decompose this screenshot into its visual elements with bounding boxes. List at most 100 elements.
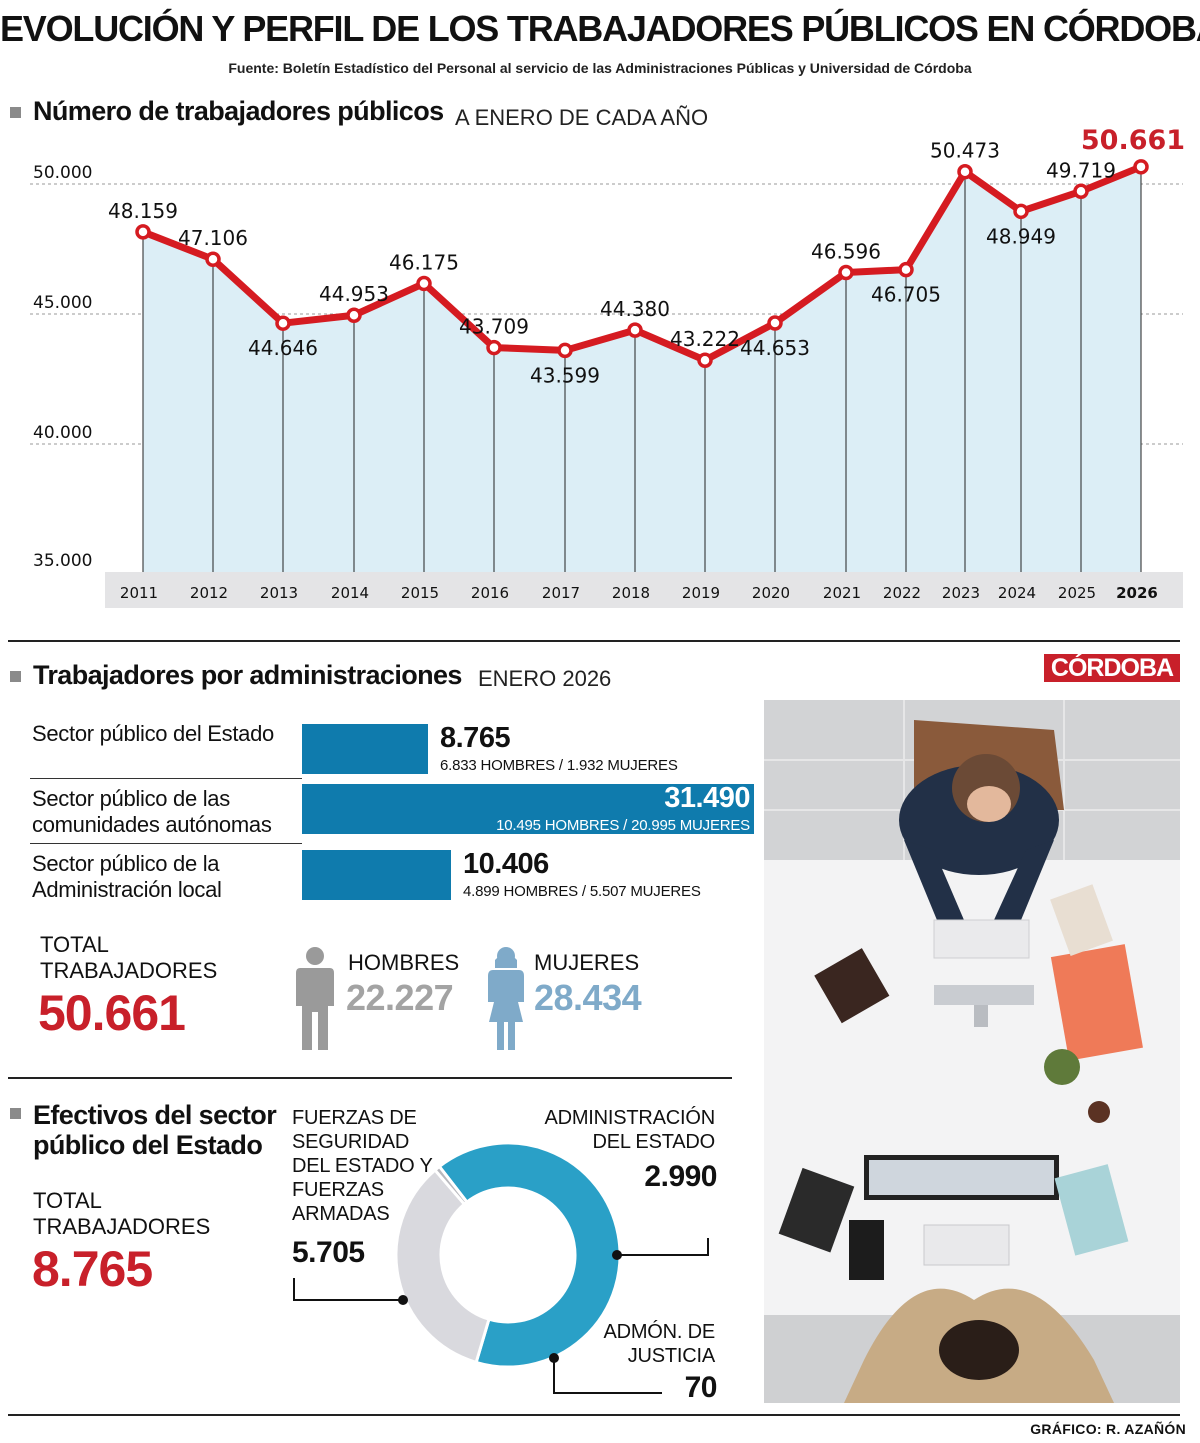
data-point xyxy=(1013,203,1029,220)
section-divider xyxy=(8,640,1180,642)
data-label: 43.222 xyxy=(670,327,740,351)
data-label: 44.653 xyxy=(740,336,810,360)
data-point xyxy=(838,264,854,281)
hombres-label: HOMBRES xyxy=(348,950,460,975)
donut-segments xyxy=(394,1141,622,1369)
section3-title: Efectivos del sector público del Estado xyxy=(33,1100,277,1160)
x-tick-label: 2023 xyxy=(942,584,980,602)
bar xyxy=(302,784,754,834)
data-point xyxy=(205,251,221,267)
bar-label: Sector público de la Administración loca… xyxy=(32,851,222,902)
data-label: 46.705 xyxy=(871,283,941,307)
bar xyxy=(302,724,428,774)
bar-label: Sector público del Estado xyxy=(32,721,274,746)
section-marker xyxy=(10,107,21,118)
section1-subtitle: A ENERO DE CADA AÑO xyxy=(455,105,709,130)
credit: GRÁFICO: R. AZAÑÓN xyxy=(1030,1421,1186,1437)
section2-subtitle: ENERO 2026 xyxy=(478,666,612,691)
data-point xyxy=(1133,159,1149,175)
data-point xyxy=(557,342,573,359)
leader-lines xyxy=(293,1238,709,1394)
row-divider xyxy=(30,843,302,844)
data-label: 44.380 xyxy=(600,297,670,321)
data-point xyxy=(767,315,783,331)
x-tick-label: 2016 xyxy=(471,584,509,602)
bar xyxy=(302,850,451,900)
x-tick-label: 2019 xyxy=(682,584,720,602)
x-tick-label: 2022 xyxy=(883,584,921,602)
data-point xyxy=(957,163,973,180)
total-label: TOTAL TRABAJADORES xyxy=(33,1188,211,1239)
segment-label: ADMÓN. DE JUSTICIA xyxy=(603,1321,715,1367)
bar-detail: 4.899 HOMBRES / 5.507 MUJERES xyxy=(463,883,701,900)
section1-title: Número de trabajadores públicos xyxy=(33,96,444,126)
x-tick-label: 2020 xyxy=(752,584,790,602)
data-label: 50.473 xyxy=(930,139,1000,163)
woman-icon xyxy=(488,947,524,1050)
x-tick-label: 2012 xyxy=(190,584,228,602)
segment-label: ADMINISTRACIÓN DEL ESTADO xyxy=(544,1107,715,1153)
y-tick-label: 35.000 xyxy=(33,551,92,571)
data-points xyxy=(135,159,1149,368)
x-tick-label: 2011 xyxy=(120,584,158,602)
brand-label: CÓRDOBA xyxy=(1044,654,1180,682)
y-tick-labels: 35.000 40.000 45.000 50.000 xyxy=(33,163,92,571)
series-line xyxy=(141,163,1143,364)
segment-label: FUERZAS DE SEGURIDAD DEL ESTADO Y FUERZA… xyxy=(292,1107,433,1225)
section-marker xyxy=(10,1108,21,1119)
donut-segment xyxy=(437,1141,622,1369)
data-label: 48.159 xyxy=(108,199,178,223)
footer-divider xyxy=(8,1414,1180,1416)
bar-label: Sector público de las comunidades autóno… xyxy=(32,786,272,837)
data-label: 49.719 xyxy=(1046,158,1116,182)
data-point xyxy=(275,315,291,331)
x-tick-label: 2013 xyxy=(260,584,298,602)
segment-value: 5.705 xyxy=(292,1236,365,1269)
main-title: EVOLUCIÓN Y PERFIL DE LOS TRABAJADORES P… xyxy=(0,8,1200,49)
x-tick-label: 2024 xyxy=(998,584,1036,602)
data-label: 48.949 xyxy=(986,224,1056,248)
x-tick-label: 2015 xyxy=(401,584,439,602)
data-point xyxy=(135,224,151,240)
data-label: 47.106 xyxy=(178,226,248,250)
x-tick-label: 2014 xyxy=(331,584,369,602)
data-label: 50.661 xyxy=(1081,125,1185,156)
row-divider xyxy=(30,778,302,779)
y-tick-label: 40.000 xyxy=(33,423,92,443)
donut-segment xyxy=(432,1164,470,1207)
bar-value: 8.765 xyxy=(440,722,511,754)
data-point xyxy=(627,322,643,338)
source-note: Fuente: Boletín Estadístico del Personal… xyxy=(228,60,972,76)
mujeres-value: 28.434 xyxy=(534,977,642,1018)
x-tick-label: 2018 xyxy=(612,584,650,602)
bar-detail: 10.495 HOMBRES / 20.995 MUJERES xyxy=(496,817,750,834)
data-label: 44.646 xyxy=(248,336,318,360)
year-droplines xyxy=(142,166,1142,572)
section-divider xyxy=(8,1077,732,1079)
hombres-value: 22.227 xyxy=(346,977,454,1018)
mujeres-label: MUJERES xyxy=(534,950,640,975)
data-point xyxy=(486,339,502,356)
section2-title: Trabajadores por administraciones xyxy=(33,660,462,690)
bar-value: 31.490 xyxy=(664,782,750,814)
data-point xyxy=(697,352,713,368)
data-point xyxy=(898,261,914,278)
data-label: 46.175 xyxy=(389,250,459,274)
data-label: 46.596 xyxy=(811,240,881,264)
data-point xyxy=(416,275,432,292)
x-tick-label: 2025 xyxy=(1058,584,1096,602)
data-point xyxy=(1073,183,1089,200)
segment-value: 70 xyxy=(684,1371,718,1404)
data-label: 43.599 xyxy=(530,363,600,387)
data-label: 43.709 xyxy=(459,315,529,339)
office-workers-photo xyxy=(764,700,1180,1403)
data-point xyxy=(346,307,362,323)
y-tick-label: 45.000 xyxy=(33,293,92,313)
segment-value: 2.990 xyxy=(644,1160,717,1193)
total-value: 50.661 xyxy=(38,985,186,1041)
x-tick-label: 2026 xyxy=(1116,584,1158,602)
donut-chart xyxy=(293,1141,709,1394)
bar-value: 10.406 xyxy=(463,848,549,880)
